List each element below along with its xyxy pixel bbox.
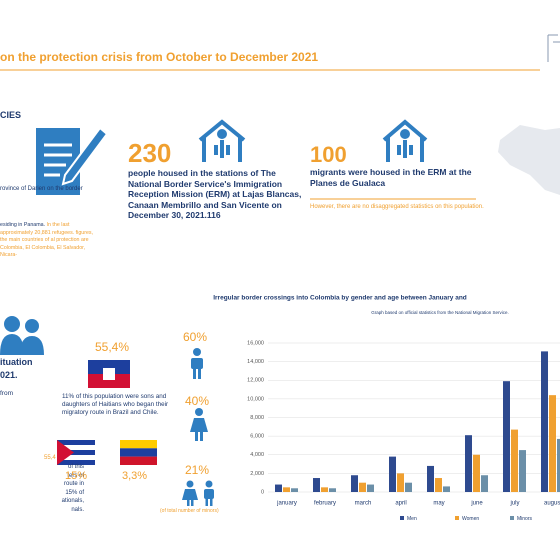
y-tick-label: 2,000 xyxy=(250,471,264,477)
man-icon xyxy=(191,348,203,379)
text-line: ters of xyxy=(67,472,84,479)
y-tick-label: 14,000 xyxy=(247,359,264,365)
x-tick-label: april xyxy=(395,501,406,507)
bar xyxy=(283,487,290,492)
x-tick-label: june xyxy=(470,501,483,507)
text-line: of this xyxy=(67,464,84,470)
situation-line: ituation xyxy=(0,357,33,367)
stat-text: migrants were housed in the ERM at the P… xyxy=(310,167,472,188)
y-tick-label: 10,000 xyxy=(247,396,264,402)
bar xyxy=(519,450,526,492)
y-tick-label: 0 xyxy=(261,489,264,495)
section-title: CIES xyxy=(0,110,22,120)
document-icon xyxy=(36,126,109,195)
cuba-flag xyxy=(57,440,95,465)
venezuela-percent: 3,3% xyxy=(122,470,148,482)
legend-swatch xyxy=(510,516,514,520)
paragraph: esiding in Panama. In the last approxima… xyxy=(0,222,95,260)
bar xyxy=(367,484,374,492)
children-percent: 21% xyxy=(185,463,210,477)
woman-icon xyxy=(190,408,208,441)
text-line: 15% of xyxy=(65,489,84,496)
y-tick-label: 16,000 xyxy=(247,340,264,346)
haiti-percent: 55,4% xyxy=(95,340,130,354)
stat-value: 230 xyxy=(128,138,172,168)
bar xyxy=(443,486,450,492)
text-line: nals. xyxy=(71,506,84,513)
bar xyxy=(329,488,336,492)
paragraph-text: esiding in Panama. xyxy=(0,222,46,228)
stat-value: 100 xyxy=(310,142,347,167)
y-tick-label: 8,000 xyxy=(250,415,264,421)
bar xyxy=(275,484,282,492)
x-tick-label: august xyxy=(544,501,560,507)
logo xyxy=(547,34,560,62)
men-percent: 60% xyxy=(183,330,208,344)
from-text: from xyxy=(0,390,13,397)
people-icon xyxy=(0,316,44,355)
bar xyxy=(435,478,442,492)
stat-note: However, there are no disaggregated stat… xyxy=(310,204,484,210)
chart-subtitle: Graph based on official statistics from … xyxy=(371,310,508,315)
bar xyxy=(481,475,488,492)
haiti-text: 11% of this population were sons and dau… xyxy=(62,393,169,416)
text-line: ationals, xyxy=(61,498,84,504)
minors-note: (of total number of minors) xyxy=(160,508,219,514)
situation: ituation 021. xyxy=(0,356,33,382)
stat-text: people housed in the stations of The Nat… xyxy=(128,168,302,220)
venezuela-flag xyxy=(120,440,157,465)
text-line: route in xyxy=(63,481,84,487)
bar xyxy=(397,473,404,492)
situation-line: 021. xyxy=(0,370,18,380)
bar xyxy=(427,465,434,492)
bar xyxy=(557,438,560,492)
bar xyxy=(321,487,328,492)
bar xyxy=(405,482,412,492)
x-tick-label: january xyxy=(276,501,297,507)
house-icon xyxy=(382,119,428,162)
legend-label: Men xyxy=(407,516,417,522)
bar xyxy=(503,381,510,492)
header-title: on the protection crisis from October to… xyxy=(0,50,319,64)
bar xyxy=(359,482,366,492)
bar xyxy=(511,429,518,492)
legend-swatch xyxy=(455,516,459,520)
x-tick-label: february xyxy=(314,501,336,507)
x-tick-label: may xyxy=(433,501,444,507)
bar xyxy=(465,435,472,492)
legend-label: Minors xyxy=(517,516,533,522)
bar xyxy=(549,395,556,492)
women-percent: 40% xyxy=(185,394,210,408)
bar xyxy=(351,475,358,492)
bar xyxy=(313,478,320,492)
bar xyxy=(389,456,396,492)
bar xyxy=(473,454,480,492)
x-tick-label: march xyxy=(355,501,372,507)
cuba-percent: 15% xyxy=(65,470,88,482)
haiti-flag xyxy=(88,360,130,388)
percent: 55,4 xyxy=(44,455,56,461)
bar xyxy=(541,351,548,492)
caption: rovince of Darien on the border xyxy=(0,186,83,192)
x-tick-label: july xyxy=(509,501,519,507)
lines: of this ters of route in 15% of ationals, nal… xyxy=(40,463,84,514)
chart-title: Irregular border crossings into Colombia… xyxy=(213,295,467,302)
y-tick-label: 6,000 xyxy=(250,434,264,440)
legend-swatch xyxy=(400,516,404,520)
legend-label: Women xyxy=(462,516,479,522)
house-icon xyxy=(198,119,246,162)
map xyxy=(498,125,560,195)
y-tick-label: 4,000 xyxy=(250,452,264,458)
bar xyxy=(291,488,298,492)
y-tick-label: 12,000 xyxy=(247,378,264,384)
paragraph-highlight: In the last approximately 20,881 refugee… xyxy=(0,222,94,258)
children-icon xyxy=(182,480,214,506)
